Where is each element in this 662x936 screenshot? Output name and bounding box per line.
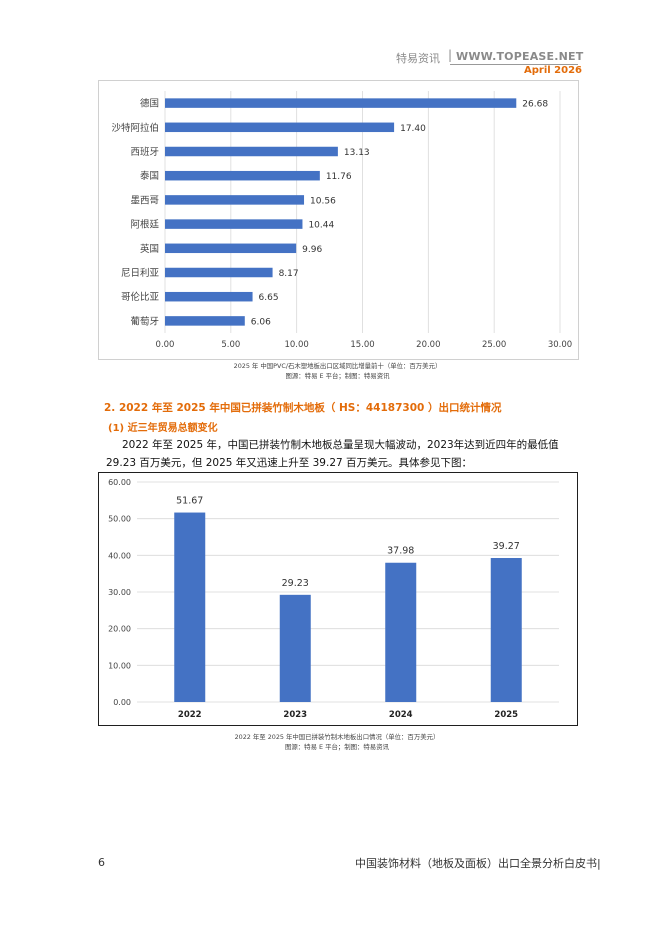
chart-1-category-label: 尼日利亚 xyxy=(121,267,160,279)
section-subtitle: (1) 近三年贸易总额变化 xyxy=(108,423,218,434)
header-site-link[interactable]: WWW.TOPEASE.NET xyxy=(456,50,584,63)
chart-1-bar xyxy=(165,122,395,133)
chart-1-tick-label: 15.00 xyxy=(350,340,374,350)
chart-2-frame: 0.00 10.00 20.00 30.00 40.00 50.00 60.00 51.67 2… xyxy=(98,472,578,726)
chart-1-data-label: 6.65 xyxy=(259,293,279,303)
chart-1-tick-label: 10.00 xyxy=(284,340,308,350)
chart-1-data-label: 8.17 xyxy=(279,269,299,279)
chart-1-tick-label: 0.00 xyxy=(156,340,175,350)
header-brand: 特易资讯 xyxy=(396,52,440,65)
chart-1-data-label: 13.13 xyxy=(344,148,370,158)
chart-1-bar xyxy=(165,243,297,254)
chart-1-category-label: 沙特阿拉伯 xyxy=(111,122,159,134)
chart-1-bar xyxy=(165,316,245,326)
chart-1-category-label: 英国 xyxy=(140,243,159,255)
chart-1-tick-label: 20.00 xyxy=(416,340,440,350)
chart-1-data-label: 17.40 xyxy=(400,124,426,134)
section-title: 2. 2022 年至 2025 年中国已拼装竹制木地板（ HS：44187300… xyxy=(104,402,502,414)
chart-2-tick-label: 40.00 xyxy=(108,551,131,560)
chart-2-caption: 2022 年至 2025 年中国已拼装竹制木地板出口情况（单位：百万美元） xyxy=(234,733,440,741)
header-date: April 2026 xyxy=(524,65,582,76)
chart-2-tick-label: 50.00 xyxy=(108,515,131,524)
chart-1-data-label: 10.56 xyxy=(310,196,336,206)
section-paragraph: 2022 年至 2025 年，中国已拼装竹制木地板总量呈现大幅波动，2023年达… xyxy=(106,439,559,469)
chart-2-svg: 0.00 10.00 20.00 30.00 40.00 50.00 60.00 51.67 2… xyxy=(108,478,559,720)
chart-2-bar xyxy=(490,558,522,702)
chart-1-data-label: 10.44 xyxy=(308,221,334,231)
chart-2-tick-label: 30.00 xyxy=(108,588,131,597)
chart-1-bar xyxy=(165,267,273,278)
chart-1-bar xyxy=(165,98,517,108)
chart-1-bar xyxy=(165,291,253,302)
header-separator: | xyxy=(448,48,453,62)
chart-2-category-label: 2022 xyxy=(178,710,202,720)
chart-1-tick-label: 5.00 xyxy=(221,340,240,350)
chart-2-data-label: 39.27 xyxy=(493,541,520,552)
chart-2-bar xyxy=(174,512,206,702)
chart-1-bar xyxy=(165,170,320,181)
chart-1-data-label: 9.96 xyxy=(302,245,322,255)
chart-2-tick-label: 20.00 xyxy=(108,625,131,634)
chart-2-tick-label: 10.00 xyxy=(108,661,131,670)
chart-2-data-label: 29.23 xyxy=(282,578,309,589)
chart-1-bar xyxy=(165,219,303,229)
chart-1-category-label: 德国 xyxy=(140,98,159,110)
chart-1-caption: 2025 年 中国PVC/石木塑地板出口区域同比增量前十（单位：百万美元） xyxy=(233,362,442,370)
chart-2-tick-label: 0.00 xyxy=(113,698,131,707)
chart-1-category-label: 泰国 xyxy=(140,170,159,182)
chart-1-category-label: 哥伦比亚 xyxy=(121,291,160,303)
chart-1-data-label: 11.76 xyxy=(326,172,352,182)
chart-2-category-label: 2023 xyxy=(283,710,307,720)
chart-2-bar xyxy=(279,594,311,702)
chart-1-svg: 0.00 5.00 10.00 15.00 20.00 25.00 30.00 德国 26.68… xyxy=(111,91,572,350)
chart-1-category-label: 西班牙 xyxy=(130,146,159,158)
chart-1-bar xyxy=(165,146,338,157)
chart-1-source: 图源：特易 E 平台；制图：特易资讯 xyxy=(285,372,390,380)
chart-1-bar xyxy=(165,195,305,205)
chart-2-source: 图源：特易 E 平台；制图：特易资讯 xyxy=(285,743,389,751)
chart-1-category-label: 阿根廷 xyxy=(130,219,159,231)
chart-1-tick-label: 30.00 xyxy=(548,340,572,350)
chart-2-bar xyxy=(385,562,417,702)
chart-2-tick-label: 60.00 xyxy=(108,478,131,487)
chart-1-frame: 0.00 5.00 10.00 15.00 20.00 25.00 30.00 德国 26.68… xyxy=(98,80,579,360)
chart-2-category-label: 2025 xyxy=(494,710,518,720)
chart-1-tick-label: 25.00 xyxy=(482,340,506,350)
chart-1-data-label: 26.68 xyxy=(522,100,548,110)
chart-1-category-label: 墨西哥 xyxy=(130,195,159,206)
footer-page-number: 6 xyxy=(98,856,105,869)
chart-1-data-label: 6.06 xyxy=(251,317,271,327)
footer-doc-title: 中国装饰材料（地板及面板）出口全景分析白皮书| xyxy=(355,857,601,870)
header-rule xyxy=(450,64,578,65)
chart-2-data-label: 37.98 xyxy=(387,546,414,557)
chart-1-category-label: 葡萄牙 xyxy=(130,315,159,327)
chart-2-data-label: 51.67 xyxy=(176,496,203,507)
chart-2-category-label: 2024 xyxy=(389,710,413,720)
